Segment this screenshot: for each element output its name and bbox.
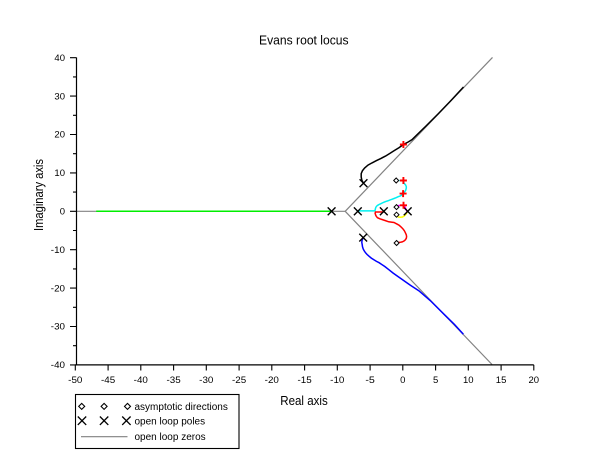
svg-text:asymptotic directions: asymptotic directions: [135, 402, 228, 413]
svg-text:Real axis: Real axis: [280, 393, 328, 408]
svg-text:-35: -35: [167, 375, 181, 386]
svg-text:-30: -30: [199, 375, 213, 386]
svg-text:-40: -40: [51, 360, 65, 371]
svg-text:20: 20: [54, 130, 65, 141]
svg-text:open loop poles: open loop poles: [135, 416, 206, 427]
svg-text:40: 40: [54, 53, 65, 64]
svg-text:30: 30: [54, 91, 65, 102]
svg-text:15: 15: [496, 375, 507, 386]
svg-text:-20: -20: [51, 283, 65, 294]
svg-text:5: 5: [433, 375, 438, 386]
svg-text:-10: -10: [51, 245, 65, 256]
svg-text:0: 0: [60, 207, 65, 218]
svg-text:-10: -10: [330, 375, 344, 386]
svg-text:Imaginary axis: Imaginary axis: [31, 159, 46, 231]
svg-text:-20: -20: [265, 375, 279, 386]
svg-text:-50: -50: [68, 375, 82, 386]
svg-text:-45: -45: [101, 375, 115, 386]
svg-text:-25: -25: [232, 375, 246, 386]
svg-text:20: 20: [529, 375, 540, 386]
svg-text:10: 10: [463, 375, 474, 386]
svg-text:-30: -30: [51, 322, 65, 333]
svg-text:-15: -15: [298, 375, 312, 386]
svg-text:-40: -40: [134, 375, 148, 386]
svg-text:0: 0: [400, 375, 405, 386]
svg-text:open loop zeros: open loop zeros: [135, 432, 206, 443]
svg-text:10: 10: [54, 168, 65, 179]
svg-text:-5: -5: [365, 375, 375, 386]
svg-text:Evans root locus: Evans root locus: [259, 32, 349, 47]
